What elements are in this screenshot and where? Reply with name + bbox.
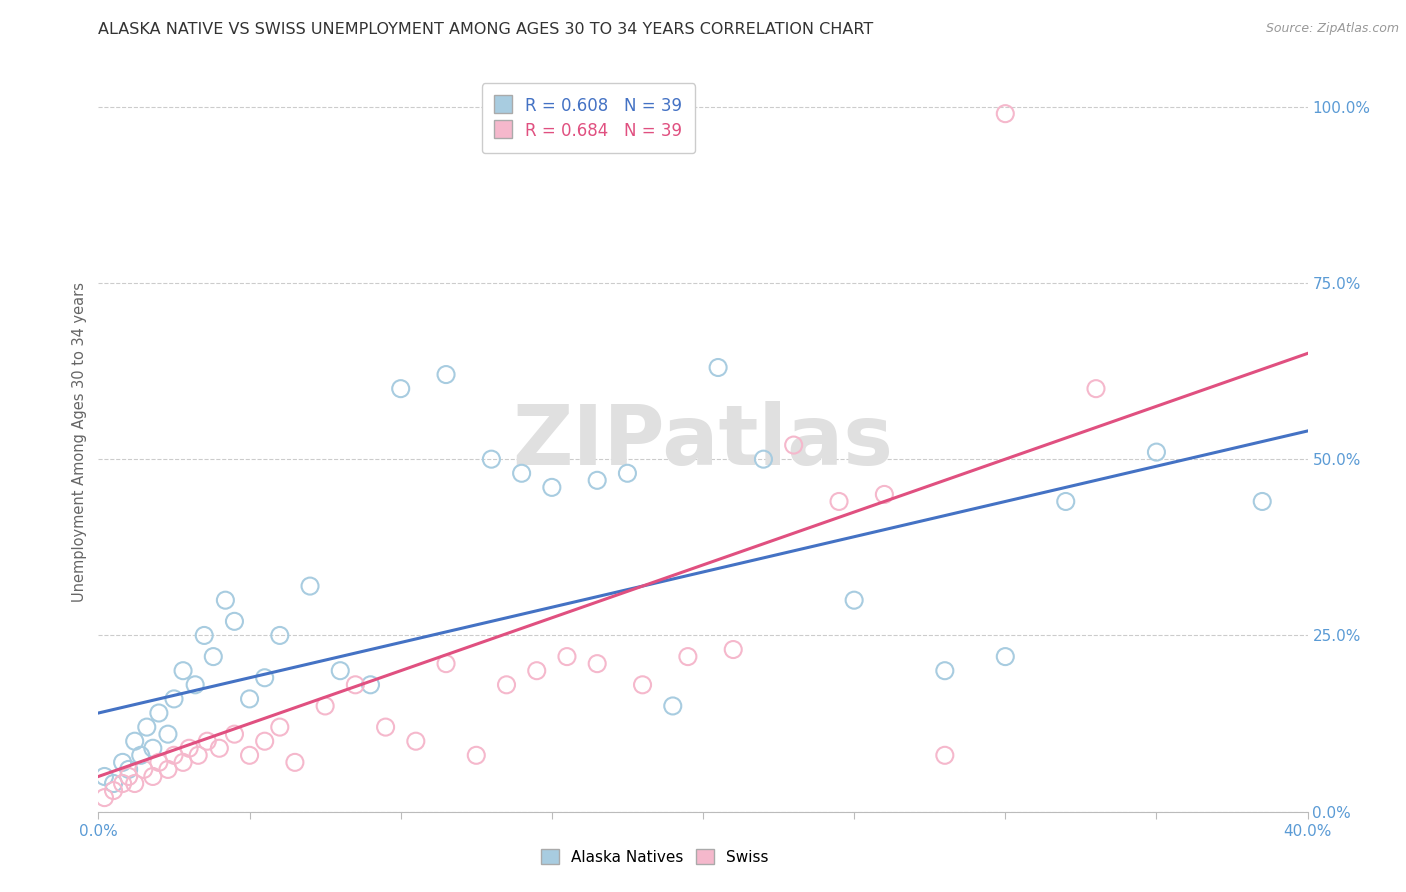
Point [111,756,134,770]
Point [172,756,194,770]
Text: ZIPatlas: ZIPatlas [513,401,893,482]
Point [214,593,236,607]
Point [202,649,225,664]
Point [111,776,134,790]
Point [616,467,638,481]
Point [994,106,1017,120]
Point [269,720,291,734]
Point [148,756,170,770]
Point [662,698,685,713]
Point [142,741,165,756]
Point [93,790,115,805]
Point [299,579,322,593]
Point [389,382,412,396]
Point [360,678,382,692]
Point [828,494,851,508]
Point [253,734,276,748]
Text: ALASKA NATIVE VS SWISS UNEMPLOYMENT AMONG AGES 30 TO 34 YEARS CORRELATION CHART: ALASKA NATIVE VS SWISS UNEMPLOYMENT AMON… [98,22,873,37]
Point [465,748,488,763]
Point [495,678,517,692]
Point [994,649,1017,664]
Point [148,706,170,720]
Point [434,368,457,382]
Point [374,720,396,734]
Point [135,720,157,734]
Point [179,741,201,756]
Point [723,642,745,657]
Point [103,776,125,790]
Point [253,671,276,685]
Point [224,727,246,741]
Point [481,452,503,467]
Y-axis label: Unemployment Among Ages 30 to 34 years: Unemployment Among Ages 30 to 34 years [72,282,87,601]
Point [329,664,352,678]
Point [184,678,207,692]
Point [934,748,956,763]
Point [510,467,533,481]
Point [132,763,155,777]
Point [118,769,141,783]
Legend: Alaska Natives, Swiss: Alaska Natives, Swiss [534,843,775,871]
Point [1054,494,1077,508]
Point [783,438,806,452]
Point [124,776,146,790]
Point [187,748,209,763]
Point [1146,445,1168,459]
Point [707,360,730,375]
Point [1085,382,1108,396]
Point [586,473,609,487]
Point [1251,494,1274,508]
Point [142,769,165,783]
Point [405,734,427,748]
Point [124,734,146,748]
Point [269,628,291,642]
Point [586,657,609,671]
Point [156,727,179,741]
Point [239,692,262,706]
Text: Source: ZipAtlas.com: Source: ZipAtlas.com [1265,22,1399,36]
Point [208,741,231,756]
Point [93,769,115,783]
Point [239,748,262,763]
Point [284,756,307,770]
Point [434,657,457,671]
Point [193,628,215,642]
Point [555,649,578,664]
Point [103,783,125,797]
Point [314,698,336,713]
Point [934,664,956,678]
Point [129,748,152,763]
Point [195,734,218,748]
Point [844,593,866,607]
Point [541,480,564,494]
Point [172,664,194,678]
Point [163,692,186,706]
Point [344,678,367,692]
Point [873,487,896,501]
Point [526,664,548,678]
Point [163,748,186,763]
Point [156,763,179,777]
Point [631,678,654,692]
Point [752,452,775,467]
Point [118,763,141,777]
Point [676,649,699,664]
Point [224,615,246,629]
